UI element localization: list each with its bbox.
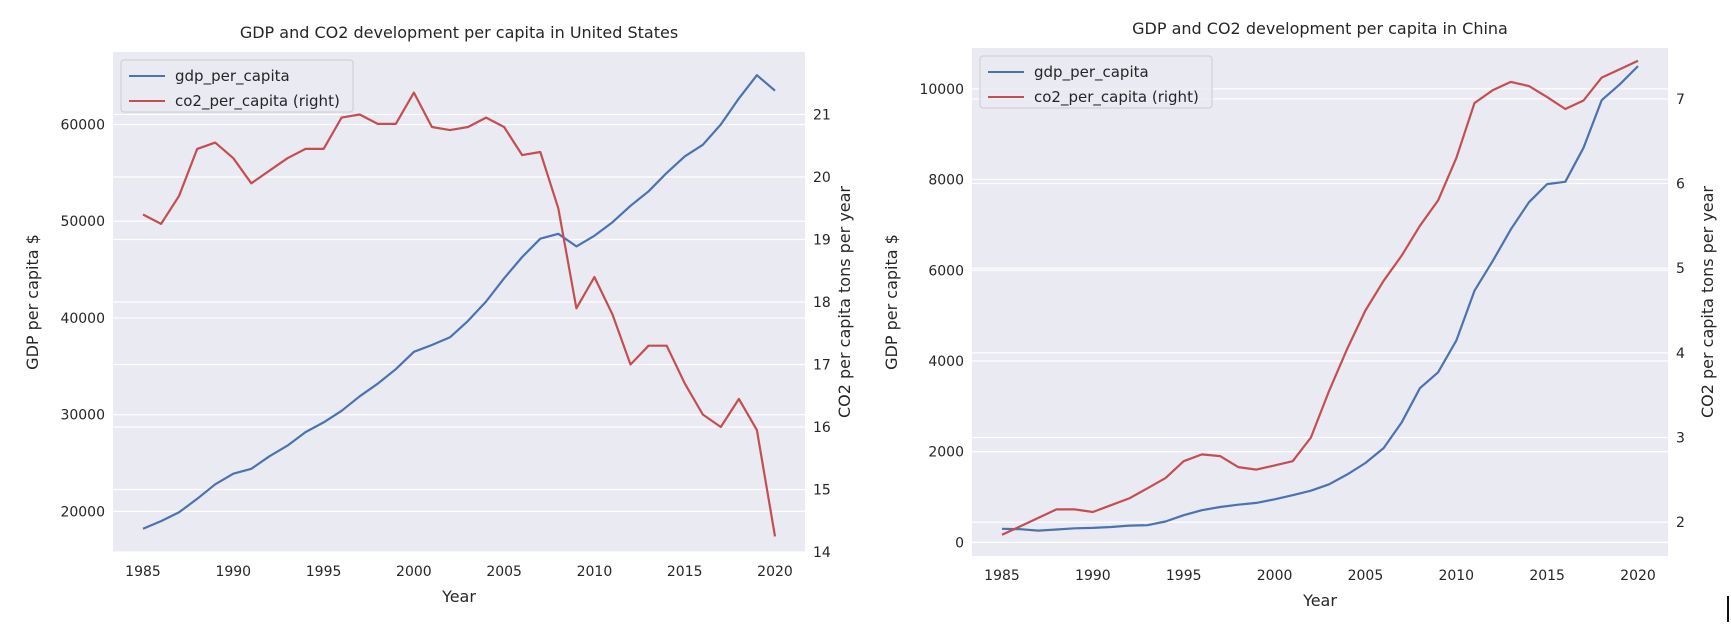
legend: gdp_per_capita co2_per_capita (right) bbox=[979, 55, 1213, 109]
x-tick-label: 2005 bbox=[1348, 568, 1384, 584]
chart-china: 0 2000 4000 6000 8000 10000 2 3 4 5 6 7 1985 1990 1995… bbox=[882, 19, 1717, 610]
y2-tick-label: 2 bbox=[1676, 515, 1685, 531]
x-tick-label: 2010 bbox=[1438, 568, 1474, 584]
x-tick-label: 1995 bbox=[306, 564, 342, 580]
y-tick-label: 8000 bbox=[928, 173, 964, 189]
y-tick-label: 60000 bbox=[60, 118, 105, 134]
y2-tick-label: 4 bbox=[1676, 346, 1685, 362]
x-axis-label: Year bbox=[1302, 591, 1337, 610]
legend-box bbox=[120, 59, 354, 113]
legend-label-co2: co2_per_capita (right) bbox=[175, 92, 340, 111]
x-tick-label: 2015 bbox=[1529, 568, 1565, 584]
y2-tick-label: 16 bbox=[813, 420, 831, 436]
x-tick-label: 2000 bbox=[396, 564, 432, 580]
y-tick-label: 6000 bbox=[928, 263, 964, 279]
x-tick-label: 2010 bbox=[577, 564, 613, 580]
tick-labels: 2000030000400005000060000141516171819202… bbox=[60, 108, 830, 581]
y2-tick-label: 19 bbox=[813, 233, 831, 249]
series-line-gdp bbox=[1001, 65, 1639, 532]
y-axis-label: GDP per capita $ bbox=[882, 234, 901, 370]
x-tick-label: 1990 bbox=[1075, 568, 1111, 584]
y-tick-label: 30000 bbox=[60, 408, 105, 424]
chart-united-states: 2000030000400005000060000141516171819202… bbox=[23, 23, 854, 606]
y2-tick-label: 3 bbox=[1676, 430, 1685, 446]
series-line-co2 bbox=[1001, 59, 1639, 536]
series-line-co2 bbox=[142, 91, 777, 537]
y-tick-label: 4000 bbox=[928, 354, 964, 370]
tick-labels: 0 2000 4000 6000 8000 10000 2 3 4 5 6 7 1985 1990 1995… bbox=[919, 82, 1685, 584]
legend-label-co2: co2_per_capita (right) bbox=[1034, 88, 1199, 107]
y2-tick-label: 5 bbox=[1676, 261, 1685, 277]
x-tick-label: 1985 bbox=[984, 568, 1020, 584]
y2-tick-label: 20 bbox=[813, 170, 831, 186]
y-tick-label: 40000 bbox=[60, 311, 105, 327]
plot-background bbox=[972, 48, 1668, 556]
x-tick-label: 2020 bbox=[757, 564, 793, 580]
legend-box bbox=[979, 55, 1213, 109]
gridlines bbox=[113, 113, 805, 553]
y2-tick-label: 6 bbox=[1676, 176, 1685, 192]
x-axis-label: Year bbox=[441, 587, 476, 606]
y-tick-label: 2000 bbox=[928, 445, 964, 461]
y-tick-label: 0 bbox=[955, 535, 964, 551]
x-tick-label: 2000 bbox=[1257, 568, 1293, 584]
chart-title: GDP and CO2 development per capita in Un… bbox=[240, 23, 678, 42]
series-line-gdp bbox=[142, 74, 776, 530]
x-tick-label: 1995 bbox=[1166, 568, 1202, 584]
y-tick-label: 50000 bbox=[60, 214, 105, 230]
legend-label-gdp: gdp_per_capita bbox=[175, 67, 290, 86]
y-axis-label: GDP per capita $ bbox=[23, 234, 42, 370]
y-tick-label: 10000 bbox=[919, 82, 964, 98]
y2-tick-label: 15 bbox=[813, 483, 831, 499]
y2-tick-label: 14 bbox=[813, 545, 831, 561]
series-lines bbox=[142, 74, 777, 537]
y2-axis-label: CO2 per capita tons per year bbox=[835, 186, 854, 418]
text-cursor bbox=[1727, 596, 1729, 622]
x-tick-label: 2005 bbox=[486, 564, 522, 580]
legend: gdp_per_capita co2_per_capita (right) bbox=[120, 59, 354, 113]
chart-title: GDP and CO2 development per capita in Ch… bbox=[1132, 19, 1508, 38]
x-tick-label: 2015 bbox=[667, 564, 703, 580]
legend-label-gdp: gdp_per_capita bbox=[1034, 63, 1149, 82]
y2-tick-label: 18 bbox=[813, 295, 831, 311]
y2-tick-label: 7 bbox=[1676, 92, 1685, 108]
y2-axis-label: CO2 per capita tons per year bbox=[1698, 186, 1717, 418]
x-tick-label: 1985 bbox=[125, 564, 161, 580]
x-tick-label: 2020 bbox=[1620, 568, 1656, 584]
series-lines bbox=[1001, 59, 1639, 536]
y2-tick-label: 21 bbox=[813, 108, 831, 124]
x-tick-label: 1990 bbox=[215, 564, 251, 580]
y-tick-label: 20000 bbox=[60, 504, 105, 520]
y2-tick-label: 17 bbox=[813, 358, 831, 374]
